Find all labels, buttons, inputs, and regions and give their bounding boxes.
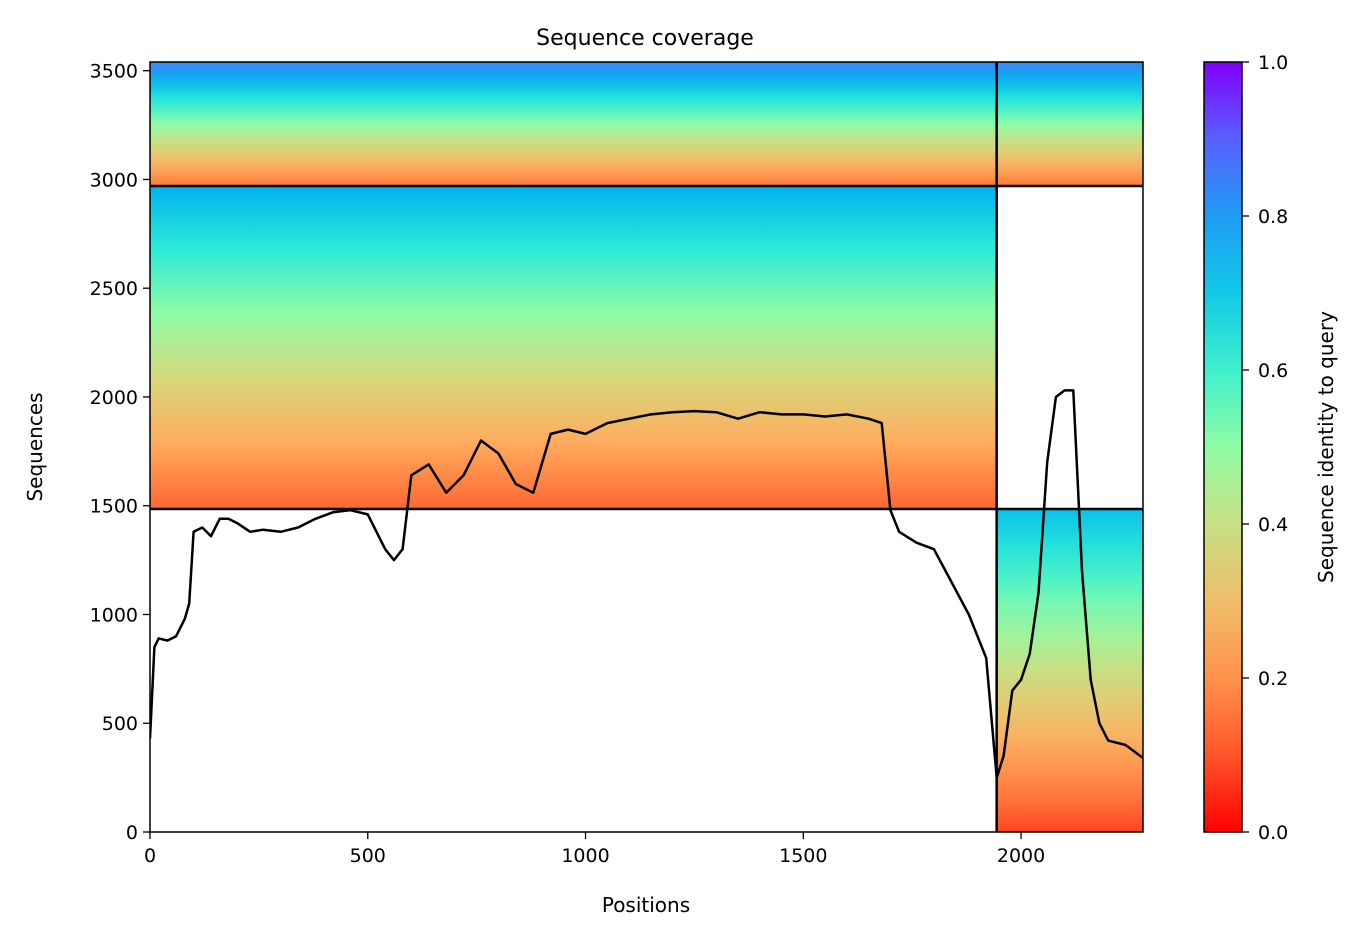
- x-tick-label: 0: [144, 845, 156, 867]
- plot-frame: [149, 61, 1144, 833]
- chart-title: Sequence coverage: [536, 26, 754, 51]
- colorbar-tick-label: 0.8: [1258, 206, 1288, 228]
- coverage-block: [996, 62, 1143, 186]
- colorbar-tick-label: 0.6: [1258, 360, 1288, 382]
- y-tick-label: 0: [126, 822, 138, 844]
- coverage-line-layer: [150, 389, 1143, 779]
- y-tick-label: 2500: [90, 278, 138, 300]
- x-tick-label: 1000: [561, 845, 609, 867]
- x-axis: 0 500 1000 1500 2000: [144, 832, 1045, 867]
- coverage-block: [150, 62, 997, 186]
- colorbar: [1203, 61, 1243, 833]
- y-tick-label: 1500: [90, 496, 138, 518]
- y-axis-label: Sequences: [23, 392, 47, 501]
- y-tick-label: 2000: [90, 387, 138, 409]
- coverage-blocks: [150, 62, 1143, 832]
- y-tick-label: 500: [102, 713, 138, 735]
- y-tick-label: 3000: [90, 169, 138, 191]
- coverage-block: [996, 508, 1143, 832]
- colorbar-tick-label: 0.0: [1258, 822, 1288, 844]
- colorbar-tick-label: 1.0: [1258, 52, 1288, 74]
- coverage-line: [150, 389, 1143, 779]
- x-tick-label: 500: [350, 845, 386, 867]
- colorbar-tick-label: 0.4: [1258, 514, 1288, 536]
- y-tick-label: 1000: [90, 604, 138, 626]
- colorbar-label: Sequence identity to query: [1314, 311, 1338, 583]
- colorbar-tick-label: 0.2: [1258, 668, 1288, 690]
- x-axis-label: Positions: [602, 893, 690, 917]
- coverage-block: [150, 185, 997, 509]
- y-axis: 0 500 1000 1500 2000 2500 3000 3500: [90, 61, 150, 844]
- x-tick-label: 2000: [997, 845, 1045, 867]
- y-tick-label: 3500: [90, 61, 138, 83]
- chain-boundaries: [150, 62, 1143, 832]
- x-tick-label: 1500: [779, 845, 827, 867]
- colorbar-axis: 0.0 0.2 0.4 0.6 0.8 1.0: [1242, 52, 1288, 844]
